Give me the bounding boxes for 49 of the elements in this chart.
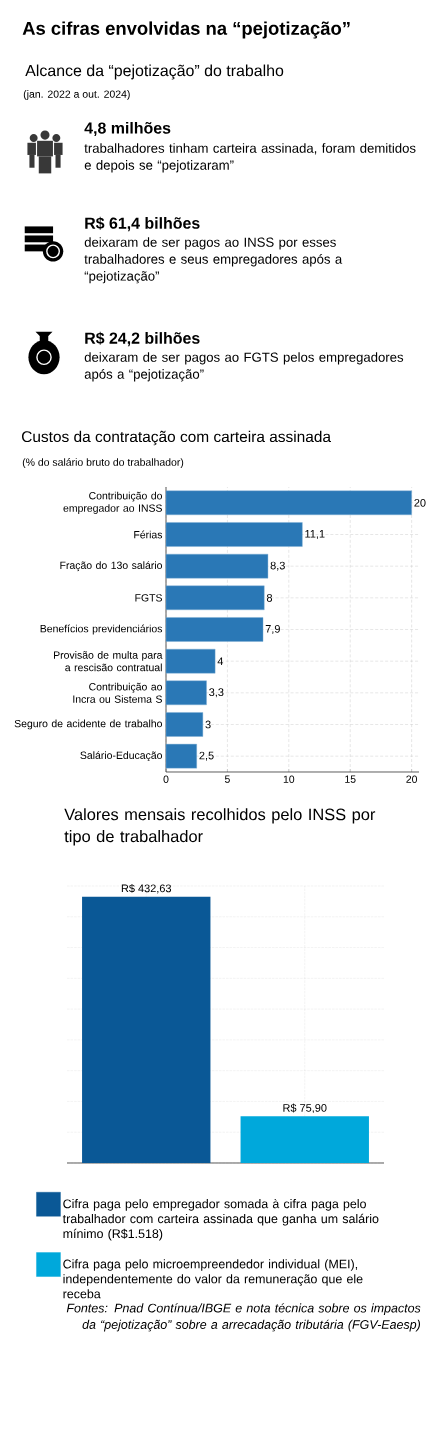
bar (165, 522, 303, 547)
text: Fontes: Pnad Contínua/IBGE e nota técnica sobre os impactos da “pejotização” sobre a arrecadação tributária (FGV-Eaesp) (66, 1303, 421, 1332)
y-tick-label: Fração do 13o salário (60, 561, 163, 572)
text: (jan. 2022 a out. 2024) (23, 90, 130, 100)
y-tick-label: Contribuição do empregador ao INSS (63, 491, 163, 514)
bar (165, 743, 197, 769)
data-label: 8 (266, 593, 273, 602)
y-tick-label: Férias (134, 530, 163, 539)
legend-label: Cifra paga pelo empregador somada à cifra paga pelo trabalhador com carteira assinada que ganha um salário mínimo (R$1.518) (62, 1198, 379, 1241)
data-label: 3 (205, 720, 211, 729)
bar (165, 617, 264, 642)
text: trabalhadores tinham carteira assinada, foram demitidos e depois se “pejotizaram” (84, 143, 416, 173)
text: R$ 24,2 bilhões (85, 331, 200, 347)
data-label: 7,9 (265, 624, 280, 635)
data-label: 11,1 (305, 530, 325, 539)
bar (165, 712, 204, 737)
bar (165, 553, 269, 579)
bar (165, 490, 412, 516)
x-tick-label: 10 (283, 775, 295, 783)
chart-title: Valores mensais recolhidos pelo INSS por tipo de trabalhador (64, 808, 376, 846)
text: deixaram de ser pagos ao INSS por esses trabalhadores e seus empregadores após a “pejotização” (84, 237, 343, 284)
data-label: 3,3 (209, 688, 224, 698)
data-label: R$ 432,63 (121, 883, 172, 894)
y-tick-label: Provisão de multa para a rescisão contratual (54, 651, 163, 672)
bar (165, 680, 207, 706)
text: 4,8 milhões (84, 121, 171, 136)
text: As cifras envolvidas na “pejotização” (22, 21, 350, 39)
x-tick-label: 0 (163, 775, 169, 783)
data-label: R$ 75,90 (283, 1103, 327, 1114)
data-label: 20 (414, 498, 426, 507)
x-tick-label: 20 (406, 775, 418, 783)
x-tick-label: 15 (345, 775, 356, 783)
data-label: 8,3 (270, 561, 285, 571)
data-label: 2,5 (199, 751, 214, 761)
bar (165, 648, 216, 674)
y-tick-label: FGTS (135, 594, 163, 602)
x-tick-label: 5 (224, 775, 230, 783)
y-tick-label: Seguro de acidente de trabalho (14, 719, 163, 730)
legend-label: Cifra paga pelo microempreendedor individual (MEI), independentemente do valor da remuneração que ele receba (63, 1259, 363, 1299)
data-label: 4 (217, 657, 224, 665)
y-tick-label: Benefícios previdenciários (40, 624, 163, 635)
y-tick-label: Salário-Educação (80, 751, 163, 762)
text: deixaram de ser pagos ao FGTS pelos empregadores após a “pejotização” (84, 352, 404, 382)
chart-subtitle: (% do salário bruto do trabalhador) (22, 458, 184, 468)
bar (165, 585, 265, 611)
text: Alcance da “pejotização” do trabalho (25, 64, 284, 80)
text: R$ 61,4 bilhões (85, 216, 200, 232)
y-tick-label: Contribuição ao Incra ou Sistema S (73, 682, 163, 703)
chart-title: Custos da contratação com carteira assinada (21, 430, 332, 446)
